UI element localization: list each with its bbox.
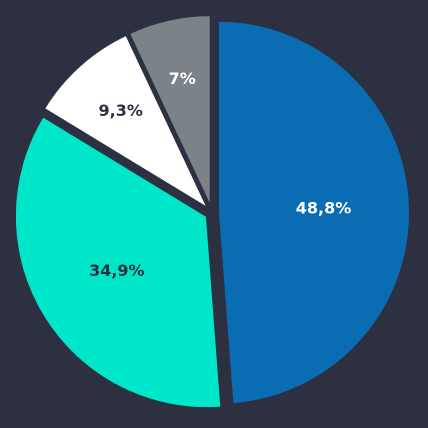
slice-label: 48,8%: [296, 198, 352, 217]
pie-slice: [216, 19, 411, 406]
pie-slice: [13, 114, 223, 410]
slice-label: 7%: [169, 69, 196, 88]
pie-slice: [127, 14, 212, 208]
slice-label: 34,9%: [89, 261, 145, 280]
slice-label: 9,3%: [99, 101, 143, 120]
pie-slice: [42, 33, 211, 212]
